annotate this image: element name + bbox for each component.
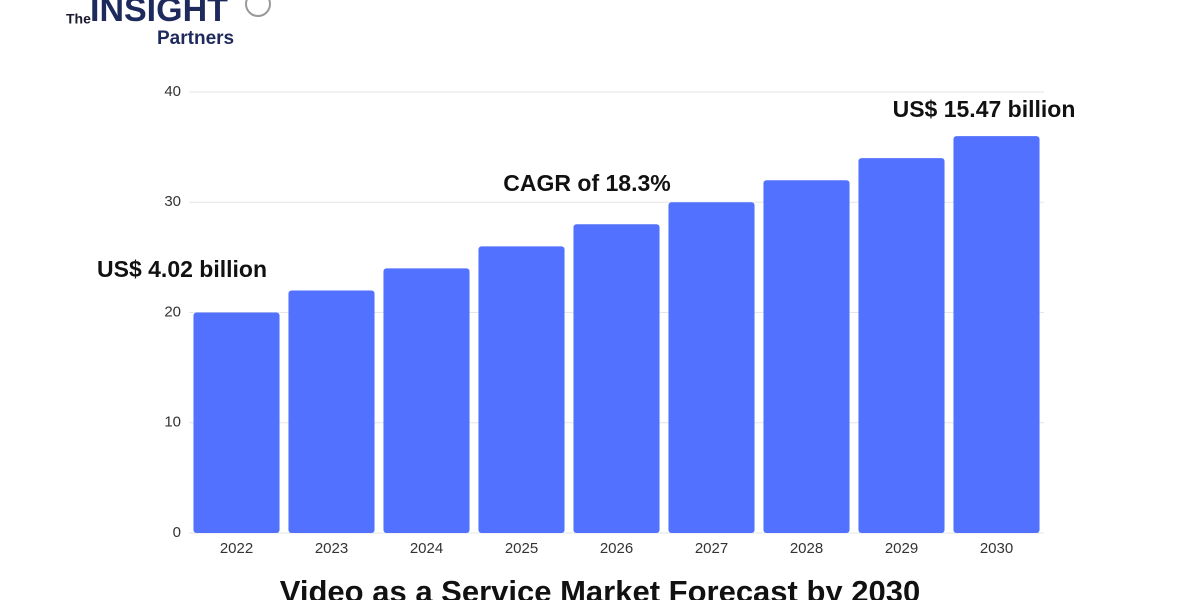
y-tick-label: 30 bbox=[164, 193, 181, 210]
x-tick-label: 2025 bbox=[505, 540, 538, 557]
y-tick-label: 10 bbox=[164, 414, 181, 431]
x-tick-label: 2026 bbox=[600, 540, 633, 557]
x-tick-label: 2023 bbox=[315, 540, 348, 557]
y-tick-label: 0 bbox=[173, 524, 181, 541]
y-tick-label: 20 bbox=[164, 303, 181, 320]
logo: The INSIGHT Partners bbox=[66, 0, 271, 49]
annotation: CAGR of 18.3% bbox=[503, 170, 670, 196]
logo-prefix: The bbox=[66, 11, 91, 27]
y-tick-label: 40 bbox=[164, 83, 181, 100]
x-tick-label: 2022 bbox=[220, 540, 253, 557]
x-tick-label: 2028 bbox=[790, 540, 823, 557]
bar bbox=[193, 312, 280, 533]
bar bbox=[383, 268, 470, 533]
bar bbox=[668, 202, 755, 533]
logo-name: INSIGHT bbox=[90, 0, 228, 29]
x-tick-label: 2030 bbox=[980, 540, 1013, 557]
x-tick-label: 2027 bbox=[695, 540, 728, 557]
annotation: US$ 4.02 billion bbox=[97, 256, 267, 282]
chart-title: Video as a Service Market Forecast by 20… bbox=[280, 574, 920, 600]
x-tick-label: 2024 bbox=[410, 540, 443, 557]
logo-suffix: Partners bbox=[157, 28, 234, 49]
x-tick-label: 2029 bbox=[885, 540, 918, 557]
bar bbox=[478, 246, 565, 533]
bar bbox=[573, 224, 660, 534]
logo-icon bbox=[245, 0, 271, 17]
annotation: US$ 15.47 billion bbox=[893, 96, 1076, 122]
bar bbox=[763, 180, 850, 533]
bar bbox=[288, 290, 375, 533]
bar bbox=[858, 158, 945, 533]
bar bbox=[953, 136, 1040, 533]
